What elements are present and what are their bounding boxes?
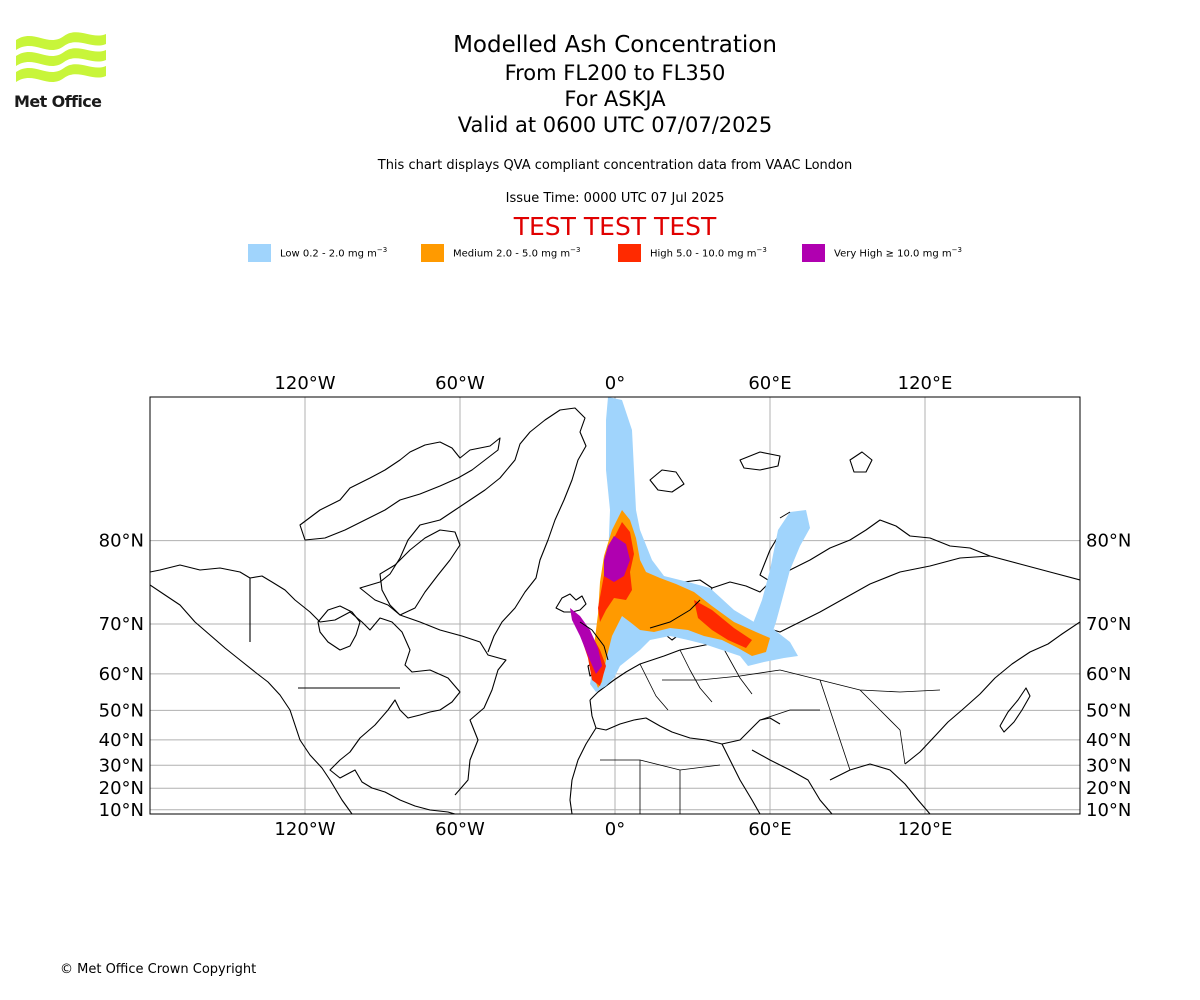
severnaya-zemlya [739, 451, 873, 473]
lat-label-right-3: 50°N [1086, 700, 1131, 721]
europe-borders [600, 641, 781, 814]
title-line-3: For ASKJA [564, 87, 666, 111]
legend-label-medium: Medium 2.0 - 5.0 mg m−3 [453, 246, 581, 260]
copyright-notice: © Met Office Crown Copyright [60, 962, 257, 977]
lon-label-top-3: 60°E [748, 373, 791, 394]
lon-label-bottom-2: 0° [605, 819, 625, 840]
lat-label-right-2: 60°N [1086, 664, 1131, 685]
map-frame [149, 396, 1081, 815]
lat-label-left-7: 10°N [99, 800, 144, 821]
lon-label-top-4: 120°E [898, 373, 953, 394]
legend: Low 0.2 - 2.0 mg m−3 Medium 2.0 - 5.0 mg… [0, 244, 1200, 264]
ash-outline [579, 511, 791, 661]
latitude-labels-left: 80°N 70°N 60°N 50°N 40°N 30°N20°N10°N [99, 531, 144, 821]
lat-label-left-5: 30°N [99, 755, 144, 776]
lat-label-right-7: 10°N [1086, 800, 1131, 821]
greenland-outline [359, 407, 587, 796]
legend-item-medium: Medium 2.0 - 5.0 mg m−3 [421, 244, 580, 262]
north-america-west-coast [150, 584, 353, 814]
arabia-coast [751, 749, 833, 814]
latitude-labels-right: 80°N 70°N 60°N 50°N 40°N 30°N20°N10°N [1086, 531, 1131, 821]
lat-label-left-4: 40°N [99, 730, 144, 751]
lat-label-left-3: 50°N [99, 700, 144, 721]
lon-label-bottom-0: 120°W [274, 819, 335, 840]
test-banner: TEST TEST TEST [513, 212, 717, 241]
lat-label-right-6: 20°N [1086, 778, 1131, 799]
legend-swatch-high [618, 244, 641, 262]
legend-swatch-medium [421, 244, 444, 262]
title-line-2: From FL200 to FL350 [504, 61, 726, 85]
japan-outline [999, 687, 1031, 733]
ash-concentration-map: 120°W 60°W 0° 60°E 120°E 120°W 60°W 0° 60°E 120°… [99, 373, 1132, 840]
met-office-waves-icon [16, 32, 106, 82]
legend-item-high: High 5.0 - 10.0 mg m−3 [618, 244, 767, 262]
siberia-arctic-coast [711, 519, 991, 593]
legend-swatch-very-high [802, 244, 825, 262]
legend-label-low: Low 0.2 - 2.0 mg m−3 [280, 246, 388, 260]
title-line-4: Valid at 0600 UTC 07/07/2025 [457, 113, 773, 137]
longitude-labels-top: 120°W 60°W 0° 60°E 120°E [274, 373, 952, 394]
legend-label-very-high: Very High ≥ 10.0 mg m−3 [834, 246, 962, 260]
lon-label-bottom-3: 60°E [748, 819, 791, 840]
lon-label-top-0: 120°W [274, 373, 335, 394]
mediterranean-coast [589, 699, 781, 745]
iceland-outline [555, 593, 587, 613]
lat-label-right-0: 80°N [1086, 531, 1131, 552]
ash-very-high-region [570, 536, 630, 674]
lon-label-bottom-1: 60°W [435, 819, 485, 840]
logo-text: Met Office [14, 92, 102, 111]
longitude-labels-bottom: 120°W 60°W 0° 60°E 120°E [274, 819, 952, 840]
lat-label-left-0: 80°N [99, 531, 144, 552]
lon-label-top-1: 60°W [435, 373, 485, 394]
legend-item-low: Low 0.2 - 2.0 mg m−3 [248, 244, 387, 262]
chart-title-block: Modelled Ash Concentration From FL200 to… [315, 30, 915, 138]
lon-label-top-2: 0° [605, 373, 625, 394]
subtitle-note: This chart displays QVA compliant concen… [377, 158, 853, 173]
ash-medium-region [592, 510, 770, 688]
legend-item-very-high: Very High ≥ 10.0 mg m−3 [802, 244, 962, 262]
lat-label-left-2: 60°N [99, 664, 144, 685]
lat-label-right-5: 30°N [1086, 755, 1131, 776]
hudson-bay [317, 605, 361, 651]
lon-label-bottom-4: 120°E [898, 819, 953, 840]
ash-plume [570, 397, 810, 692]
lat-label-right-1: 70°N [1086, 614, 1131, 635]
svalbard [649, 469, 685, 493]
legend-label-high: High 5.0 - 10.0 mg m−3 [650, 246, 767, 260]
title-line-1: Modelled Ash Concentration [453, 32, 777, 58]
africa-coast [569, 727, 761, 814]
canadian-arctic-islands [299, 437, 501, 541]
issue-time: Issue Time: 0000 UTC 07 Jul 2025 [505, 191, 725, 206]
lat-label-left-6: 20°N [99, 778, 144, 799]
legend-swatch-low [248, 244, 271, 262]
asia-borders [759, 669, 941, 771]
lat-label-right-4: 40°N [1086, 730, 1131, 751]
met-office-logo: Met Office [14, 30, 108, 112]
lat-label-left-1: 70°N [99, 614, 144, 635]
baffin-island [379, 529, 461, 616]
north-america-coast [150, 564, 461, 814]
